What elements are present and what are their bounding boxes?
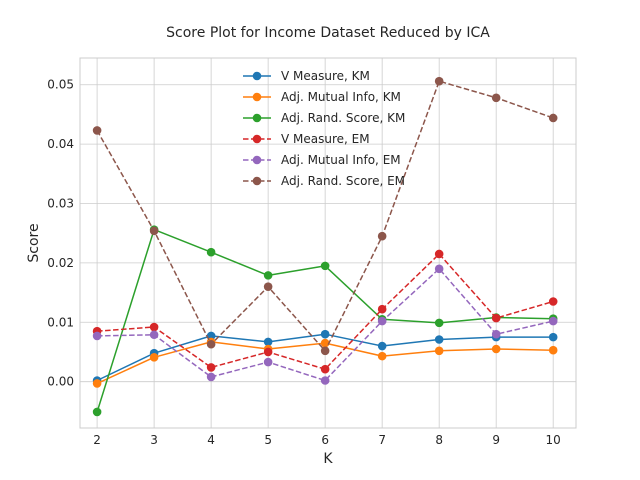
- x-tick-label: 8: [435, 433, 443, 447]
- x-tick-label: 9: [492, 433, 500, 447]
- data-point: [434, 318, 444, 328]
- data-point: [548, 113, 558, 123]
- data-point: [92, 126, 102, 135]
- data-point: [377, 316, 387, 326]
- legend-swatch-marker: [252, 92, 262, 102]
- data-point: [434, 76, 444, 86]
- legend-swatch-marker: [252, 113, 262, 123]
- data-point: [377, 351, 387, 361]
- legend-entry: Adj. Mutual Info, KM: [243, 90, 401, 104]
- data-point: [320, 261, 330, 271]
- data-point: [92, 331, 102, 341]
- chart-title: Score Plot for Income Dataset Reduced by…: [166, 25, 490, 41]
- legend-label: Adj. Mutual Info, KM: [281, 90, 401, 104]
- data-point: [434, 249, 444, 259]
- y-tick-label: 0.03: [47, 197, 74, 211]
- legend-label: Adj. Mutual Info, EM: [281, 153, 401, 167]
- data-point: [548, 316, 558, 326]
- tick-labels: 2 3 4 5 6 7 8 9 10 0.00 0.01 0.02 0.03 0.04 0.05: [47, 78, 561, 447]
- legend-label: V Measure, KM: [281, 69, 370, 83]
- legend-entry: V Measure, KM: [243, 69, 370, 83]
- series: [92, 76, 558, 417]
- data-point: [548, 332, 558, 342]
- data-point: [491, 344, 501, 354]
- data-point: [263, 282, 273, 291]
- series-line: [97, 253, 554, 370]
- legend-label: Adj. Rand. Score, EM: [281, 174, 405, 188]
- data-point: [320, 364, 330, 374]
- legend-label: Adj. Rand. Score, KM: [281, 111, 405, 125]
- legend-label: V Measure, EM: [281, 132, 370, 146]
- data-point: [320, 346, 330, 356]
- data-point: [149, 353, 159, 362]
- series-5: [92, 264, 558, 385]
- legend-entry: Adj. Rand. Score, EM: [243, 174, 405, 188]
- x-tick-label: 2: [93, 433, 101, 447]
- data-point: [434, 264, 444, 274]
- y-tick-label: 0.05: [47, 78, 74, 92]
- data-point: [92, 407, 102, 417]
- data-point: [548, 297, 558, 306]
- data-point: [92, 379, 102, 388]
- y-tick-label: 0.00: [47, 375, 74, 389]
- data-point: [149, 322, 159, 332]
- legend-swatch-marker: [252, 71, 262, 81]
- data-point: [377, 231, 387, 241]
- data-point: [491, 329, 501, 339]
- data-point: [377, 341, 387, 351]
- data-point: [491, 93, 501, 103]
- data-point: [206, 331, 216, 341]
- x-tick-label: 10: [546, 433, 561, 447]
- series-line: [97, 268, 554, 382]
- x-tick-label: 3: [150, 433, 158, 447]
- data-point: [320, 338, 330, 348]
- data-point: [206, 339, 216, 349]
- x-tick-label: 7: [378, 433, 386, 447]
- data-point: [548, 345, 558, 355]
- data-point: [434, 335, 444, 344]
- data-point: [491, 313, 501, 323]
- data-point: [206, 363, 216, 372]
- legend-swatch-marker: [252, 155, 262, 165]
- data-point: [377, 304, 387, 314]
- legend-swatch-marker: [252, 134, 262, 144]
- data-point: [434, 346, 444, 356]
- legend-entry: V Measure, EM: [243, 132, 370, 146]
- data-point: [263, 357, 273, 367]
- data-point: [320, 376, 330, 385]
- legend-entry: Adj. Rand. Score, KM: [243, 111, 405, 125]
- data-point: [206, 247, 216, 257]
- x-axis-label: K: [323, 451, 333, 467]
- data-point: [263, 347, 273, 357]
- data-point: [263, 337, 273, 347]
- data-point: [149, 226, 159, 236]
- x-tick-label: 6: [321, 433, 329, 447]
- series-6: [92, 76, 558, 356]
- data-point: [206, 372, 216, 382]
- y-tick-label: 0.02: [47, 256, 74, 270]
- data-point: [263, 271, 273, 280]
- x-tick-label: 5: [264, 433, 272, 447]
- data-point: [149, 330, 159, 340]
- x-tick-label: 4: [207, 433, 215, 447]
- y-axis-label: Score: [26, 223, 42, 262]
- y-tick-label: 0.04: [47, 137, 74, 151]
- series-4: [92, 249, 558, 374]
- legend-swatch-marker: [252, 176, 262, 186]
- data-point: [320, 329, 330, 339]
- y-tick-label: 0.01: [47, 315, 74, 329]
- legend: V Measure, KM Adj. Mutual Info, KM Adj. Ra…: [243, 69, 405, 188]
- legend-entry: Adj. Mutual Info, EM: [243, 153, 401, 167]
